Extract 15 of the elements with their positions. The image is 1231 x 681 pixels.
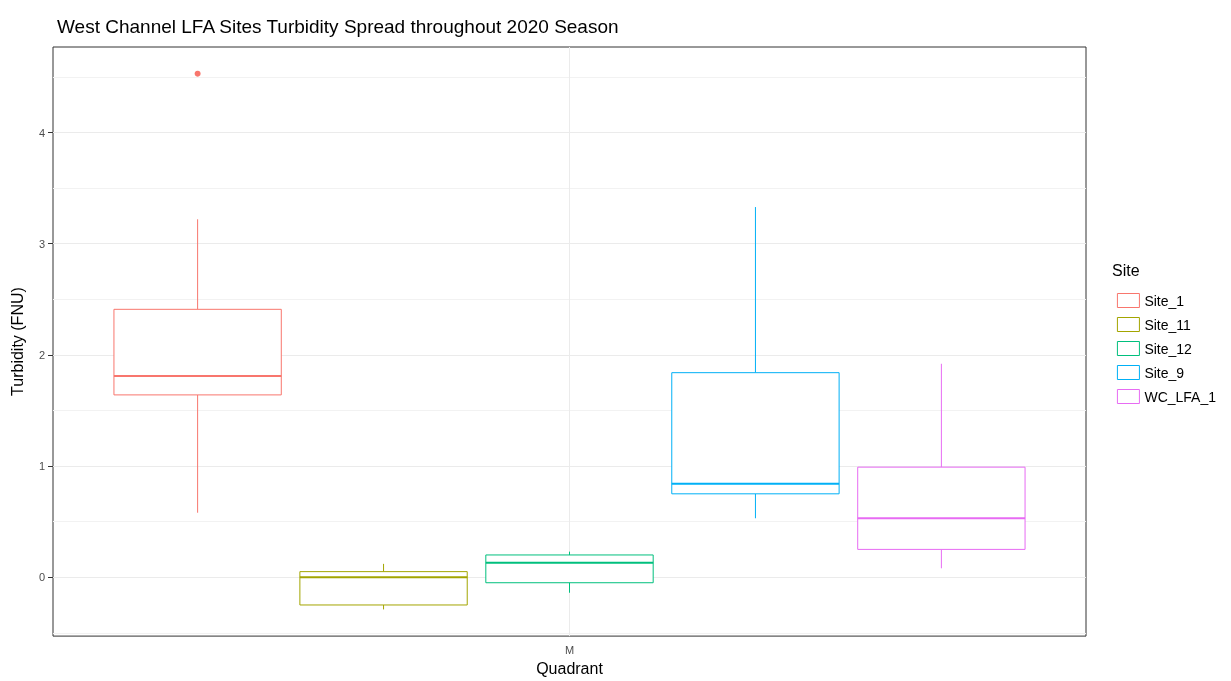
legend-label: Site_12 (1144, 340, 1193, 357)
chart-title: West Channel LFA Sites Turbidity Spread throughout 2020 Season (57, 16, 619, 37)
x-axis-title: Quadrant (536, 659, 604, 677)
legend-label: WC_LFA_1 (1144, 388, 1217, 405)
y-tick-label: 1 (38, 460, 45, 473)
y-tick-label: 3 (38, 237, 45, 250)
y-tick-label: 0 (38, 571, 45, 584)
legend-label: Site_9 (1144, 364, 1185, 381)
legend-label: Site_11 (1144, 316, 1192, 333)
legend-title: Site (1112, 261, 1140, 279)
legend-label: Site_1 (1144, 292, 1185, 309)
y-tick-label: 4 (38, 126, 45, 139)
y-axis-title: Turbidity (FNU) (8, 287, 26, 396)
y-tick-label: 2 (38, 348, 45, 361)
x-tick-label: M (564, 643, 575, 656)
